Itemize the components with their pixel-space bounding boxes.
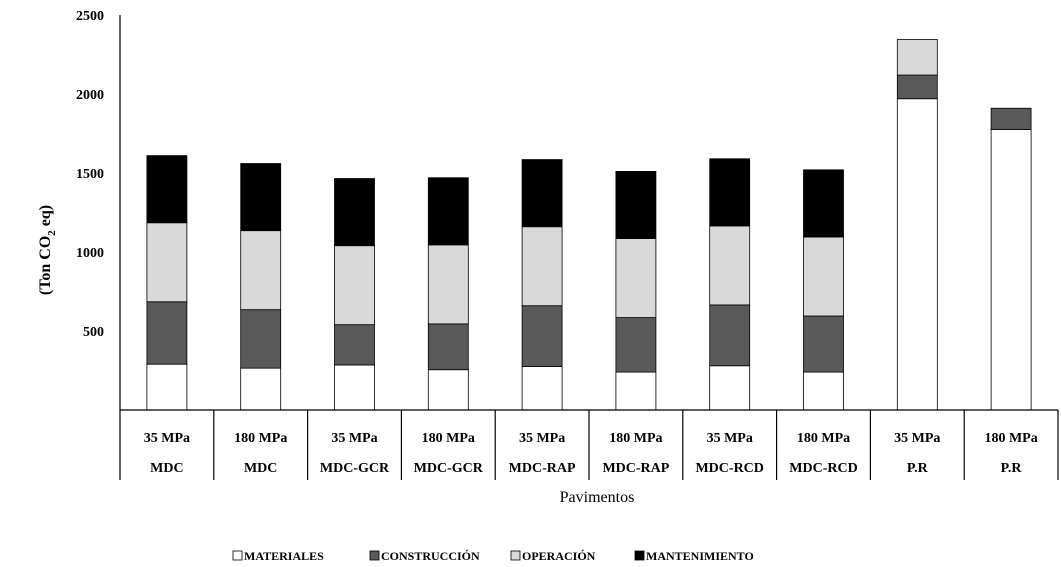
axes <box>119 15 1059 480</box>
legend-label: MANTENIMIENTO <box>646 549 754 563</box>
category-pavement-label: MDC-GCR <box>320 461 390 476</box>
category-pavement-label: MDC-RCD <box>695 461 763 476</box>
y-tick-label: 1500 <box>76 167 104 182</box>
category-pavement-label: MDC-RAP <box>509 461 576 476</box>
bar-segment-operación <box>896 39 938 76</box>
legend: MATERIALES CONSTRUCCIÓN OPERACIÓN MANTENIMI… <box>232 549 754 563</box>
category-pavement-label: MDC-RAP <box>602 461 669 476</box>
bar-segment-materiales <box>615 371 657 411</box>
bar-segment-materiales <box>896 98 938 411</box>
bar-segment-operación <box>427 244 469 325</box>
legend-swatch-materiales <box>232 550 243 561</box>
bar-segment-operación <box>334 245 375 326</box>
bar-segment-construcción <box>709 304 751 367</box>
category-strength-label: 35 MPa <box>144 431 190 446</box>
bar-segment-materiales <box>427 369 469 411</box>
bar-segment-mantenimiento <box>427 177 469 246</box>
bar-segment-operación <box>146 222 188 303</box>
y-label-suffix: eq) <box>37 205 54 230</box>
bar-segment-construcción <box>803 315 844 373</box>
bar-segment-operación <box>240 230 282 311</box>
bar-segment-construcción <box>146 301 188 365</box>
y-label-subscript: 2 <box>46 230 58 236</box>
bar-segment-mantenimiento <box>803 169 844 238</box>
category-pavement-label: MDC-GCR <box>414 461 484 476</box>
legend-label: CONSTRUCCIÓN <box>381 549 480 563</box>
category-pavement-label: P.R <box>907 461 929 476</box>
bar-segment-mantenimiento <box>521 159 563 228</box>
bar-segment-construcción <box>521 305 563 367</box>
category-strength-label: 35 MPa <box>519 431 565 446</box>
bar-segment-materiales <box>990 129 1032 411</box>
legend-swatch-mantenimiento <box>634 550 645 561</box>
y-axis-label: (Ton CO2 eq) <box>37 205 58 295</box>
category-pavement-label: MDC <box>150 461 183 476</box>
bar-segment-construcción <box>990 107 1032 130</box>
category-pavement-label: MDC <box>244 461 277 476</box>
bar-segment-mantenimiento <box>334 178 375 247</box>
category-pavement-label: MDC-RCD <box>789 461 857 476</box>
category-strength-label: 180 MPa <box>422 431 475 446</box>
bar-segment-mantenimiento <box>240 163 282 232</box>
bar-segment-materiales <box>803 371 844 411</box>
bar-segment-materiales <box>146 363 188 411</box>
legend-swatch-operación <box>510 550 521 561</box>
category-pavement-label: P.R <box>1001 461 1023 476</box>
bar-segment-construcción <box>615 317 657 373</box>
legend-label: OPERACIÓN <box>522 549 596 563</box>
bar-segment-materiales <box>240 367 282 411</box>
category-strength-label: 180 MPa <box>984 431 1037 446</box>
category-strength-label: 180 MPa <box>797 431 850 446</box>
bar-segment-operación <box>709 225 751 306</box>
bars <box>146 39 1032 411</box>
category-strength-label: 180 MPa <box>609 431 662 446</box>
bar-segment-operación <box>615 238 657 318</box>
category-strength-label: 35 MPa <box>707 431 753 446</box>
bar-segment-construcción <box>896 74 938 100</box>
y-label-prefix: (Ton CO <box>37 236 54 295</box>
category-strength-label: 35 MPa <box>331 431 377 446</box>
y-tick-label: 1000 <box>76 246 104 261</box>
x-axis-label: Pavimentos <box>560 489 635 506</box>
category-strength-label: 35 MPa <box>894 431 940 446</box>
y-tick-label: 2500 <box>76 9 104 24</box>
bar-segment-construcción <box>334 324 375 366</box>
y-axis-ticks: 500 1000 1500 2000 2500 <box>76 9 104 340</box>
bar-segment-operación <box>521 226 563 307</box>
category-strength-label: 180 MPa <box>234 431 287 446</box>
bar-segment-mantenimiento <box>709 158 751 227</box>
bar-segment-operación <box>803 236 844 317</box>
bar-segment-materiales <box>334 364 375 411</box>
bar-segment-construcción <box>240 309 282 369</box>
category-labels: 35 MPa MDC 180 MPa MDC 35 MPa MDC-GCR 180 MPa M… <box>144 431 1038 476</box>
bar-segment-mantenimiento <box>146 155 188 224</box>
bar-segment-construcción <box>427 323 469 371</box>
bar-segment-mantenimiento <box>615 171 657 239</box>
bar-segment-materiales <box>521 366 563 411</box>
y-tick-label: 500 <box>83 325 104 340</box>
bar-segment-materiales <box>709 365 751 411</box>
legend-swatch-construcción <box>369 550 380 561</box>
legend-label: MATERIALES <box>244 549 324 563</box>
y-tick-label: 2000 <box>76 88 104 103</box>
